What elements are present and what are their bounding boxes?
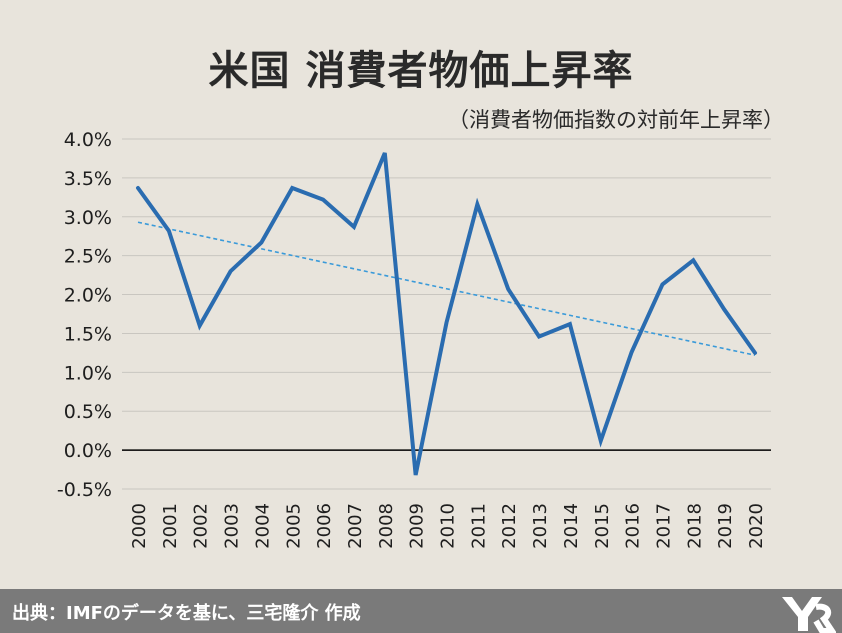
x-tick-label: 2009 [407, 503, 428, 549]
x-tick-label: 2005 [283, 503, 304, 549]
y-tick-label: 2.5% [64, 246, 112, 268]
x-tick-labels: 2000 2001 2002 2003 2004 2005 2006 2007 2008 2009… [129, 503, 767, 549]
x-tick-label: 2016 [623, 503, 644, 549]
x-tick-label: 2000 [129, 503, 150, 549]
series-line [136, 152, 757, 476]
x-tick-label: 2013 [530, 503, 551, 549]
y-tick-label: 3.5% [64, 168, 112, 190]
trend-line [137, 221, 756, 357]
x-tick-label: 2012 [499, 503, 520, 549]
x-tick-label: 2006 [314, 503, 335, 549]
footer-bar: 出典：IMFのデータを基に、三宅隆介 作成 [0, 589, 842, 633]
y-tick-label: 4.0% [64, 129, 112, 151]
grid-lines [122, 138, 771, 490]
x-tick-label: 2019 [715, 503, 736, 549]
y-tick-label: -0.5% [57, 479, 112, 501]
x-tick-label: 2020 [746, 503, 767, 549]
chart-title: 米国 消費者物価上昇率 [208, 48, 634, 94]
y-tick-label: 1.5% [64, 323, 112, 345]
x-tick-label: 2017 [653, 503, 674, 549]
y-tick-label: 0.0% [64, 440, 112, 462]
x-tick-label: 2002 [191, 503, 212, 549]
x-tick-label: 2011 [468, 503, 489, 549]
y-tick-label: 1.0% [64, 362, 112, 384]
source-note: 出典：IMFのデータを基に、三宅隆介 作成 [12, 603, 361, 624]
y-tick-label: 0.5% [64, 401, 112, 423]
series-layer [136, 152, 757, 476]
x-tick-label: 2010 [438, 503, 459, 549]
x-tick-label: 2008 [376, 503, 397, 549]
y-tick-label: 3.0% [64, 207, 112, 229]
x-tick-label: 2007 [345, 503, 366, 549]
line-chart: -0.5% 0.0% 0.5% 1.0% 1.5% 2.0% 2.5% 3.0% 3.5% 4.0… [57, 129, 771, 549]
x-tick-label: 2001 [160, 503, 181, 549]
y-tick-labels: -0.5% 0.0% 0.5% 1.0% 1.5% 2.0% 2.5% 3.0% 3.5% 4.0… [57, 129, 112, 501]
x-tick-label: 2018 [684, 503, 705, 549]
brand-logo-icon [782, 597, 836, 633]
x-tick-label: 2015 [592, 503, 613, 549]
chart-subtitle: （消費者物価指数の対前年上昇率） [448, 108, 784, 132]
trend-line-layer [137, 221, 756, 357]
x-tick-label: 2014 [561, 503, 582, 549]
y-tick-label: 2.0% [64, 285, 112, 307]
x-tick-label: 2004 [252, 503, 273, 549]
x-tick-label: 2003 [222, 503, 243, 549]
